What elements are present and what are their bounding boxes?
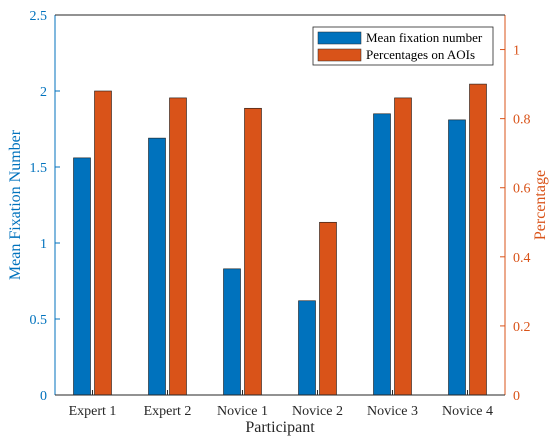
- x-tick-label-1: Expert 1: [69, 404, 117, 419]
- right-axis: 0 0.2 0.4 0.6 0.8 1: [500, 15, 531, 404]
- bar-2-1: [94, 90, 112, 396]
- bar-1-3: [223, 268, 241, 396]
- bars-layer: [73, 83, 487, 396]
- left-tick-label-5: 2.5: [30, 9, 48, 24]
- right-tick-label-3: 0.6: [513, 182, 531, 197]
- bar-1-4: [298, 300, 316, 396]
- bar-2-6: [469, 83, 487, 396]
- legend-swatch-series-1: [317, 31, 362, 45]
- x-tick-label-3: Novice 1: [217, 404, 268, 419]
- left-tick-label-4: 2: [40, 85, 47, 100]
- right-axis-title: Percentage: [532, 170, 549, 240]
- bar-2-2: [169, 97, 187, 396]
- bar-1-1: [73, 157, 91, 396]
- legend-label-series-2: Percentages on AOIs: [366, 47, 475, 62]
- legend-swatch-series-2: [317, 48, 362, 62]
- right-tick-label-0: 0: [513, 389, 520, 404]
- bar-1-2: [148, 137, 166, 396]
- plot-area: [55, 15, 505, 395]
- bar-2-5: [394, 97, 412, 396]
- bar-1-6: [448, 119, 466, 396]
- right-tick-label-5: 1: [513, 44, 520, 59]
- bar-2-4: [319, 221, 337, 396]
- legend: Mean fixation number Percentages on AOIs: [312, 26, 494, 66]
- x-tick-label-2: Expert 2: [144, 404, 192, 419]
- left-axis-title: Mean Fixation Number: [7, 129, 24, 280]
- left-tick-label-2: 1: [40, 237, 47, 252]
- x-tick-label-5: Novice 3: [367, 404, 418, 419]
- left-tick-label-1: 0.5: [30, 313, 48, 328]
- bar-1-5: [373, 113, 391, 396]
- left-axis: 0 0.5 1 1.5 2 2.5: [30, 9, 60, 404]
- bar-2-3: [244, 107, 262, 396]
- legend-label-series-1: Mean fixation number: [366, 30, 483, 45]
- left-tick-label-0: 0: [40, 389, 47, 404]
- right-tick-label-2: 0.4: [513, 251, 531, 266]
- x-tick-label-4: Novice 2: [292, 404, 343, 419]
- left-tick-label-3: 1.5: [30, 161, 48, 176]
- right-tick-label-1: 0.2: [513, 320, 531, 335]
- right-tick-label-4: 0.8: [513, 113, 531, 128]
- x-axis: Expert 1 Expert 2 Novice 1 Novice 2 Novice 3…: [55, 14, 505, 419]
- x-tick-label-6: Novice 4: [442, 404, 493, 419]
- x-axis-title: Participant: [245, 419, 315, 436]
